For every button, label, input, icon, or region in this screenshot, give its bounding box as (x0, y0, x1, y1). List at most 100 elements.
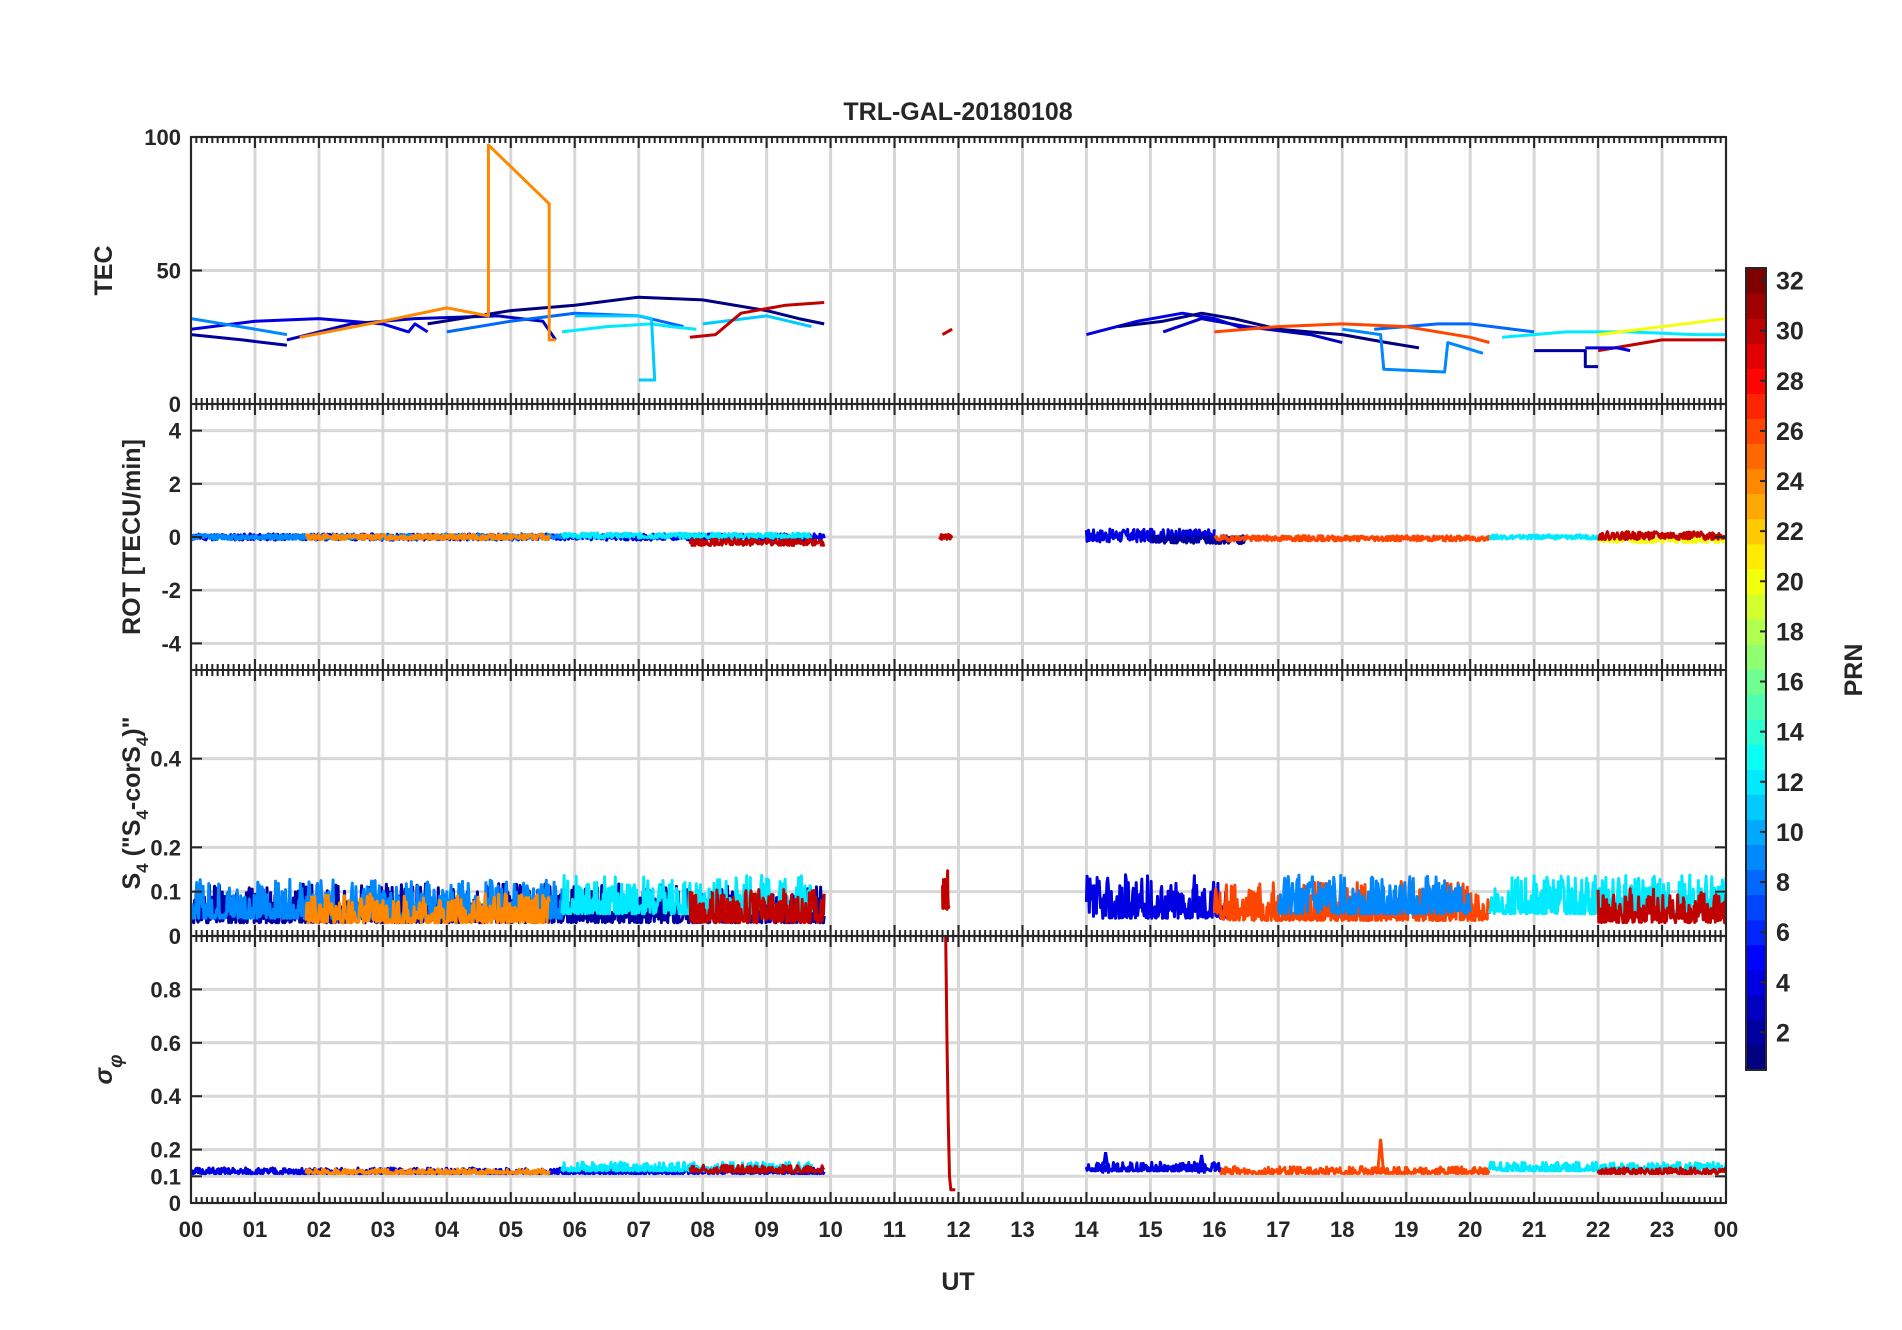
y-axis-label: S4 ("S4-corS4)" (118, 717, 152, 890)
ticks-sigma (190, 936, 1727, 1204)
series-line-prn-9 (1276, 873, 1472, 916)
y-tick-label: 0.2 (150, 1138, 181, 1163)
series-line-prn-9 (1342, 327, 1484, 374)
series-line-prn-24 (304, 892, 551, 925)
y-tick-label: 0.6 (150, 1031, 181, 1056)
colorbar-tick-label: 18 (1776, 618, 1804, 646)
ticks-tec (190, 136, 1727, 405)
y-tick-label: 100 (144, 125, 181, 150)
colorbar-segment (1746, 368, 1766, 394)
x-tick-label: 21 (1522, 1217, 1546, 1242)
colorbar-box (1745, 267, 1767, 1071)
colorbar-segment (1746, 919, 1766, 946)
y-tick-label: 0 (169, 924, 181, 949)
panel-rot: -4 -2 0 2 4 ROT [TECU/min] (118, 403, 1728, 671)
colorbar-segment (1746, 268, 1766, 294)
colorbar-segment (1746, 443, 1766, 470)
y-tick-label: 2 (169, 472, 181, 497)
x-tick-label: 12 (946, 1217, 970, 1242)
series-line-prn-24 (304, 1167, 551, 1176)
x-tick-label: 06 (563, 1217, 587, 1242)
series-line-prn-30 (944, 936, 956, 1192)
series-line-prn-4 (1084, 873, 1229, 920)
colorbar-segment (1746, 1019, 1766, 1046)
colorbar-segment (1746, 568, 1766, 595)
series-line-prn-30 (688, 1163, 826, 1174)
colorbar-tick-label: 14 (1776, 719, 1804, 747)
y-tick-label: -4 (161, 631, 181, 656)
series-line-prn-2 (1534, 349, 1599, 369)
series-line-prn-2 (191, 333, 288, 347)
x-tick-label: 08 (690, 1217, 714, 1242)
series-line-prn-30 (688, 888, 826, 925)
series-line-prn-26 (1214, 322, 1490, 345)
colorbar-segment (1746, 393, 1766, 419)
colorbar-segment (1746, 418, 1766, 445)
y-tick-label: 0.2 (150, 835, 181, 860)
colorbar-tick-label: 2 (1776, 1019, 1790, 1047)
series-line-prn-1 (1118, 311, 1420, 350)
y-label-part: S (118, 873, 146, 890)
series-line-prn-30 (688, 537, 826, 547)
colorbar-segment (1746, 468, 1766, 495)
x-tick-label: 14 (1074, 1217, 1099, 1242)
colorbar-segment (1746, 293, 1766, 319)
series-line-prn-26 (1213, 534, 1491, 543)
x-tick-label: 03 (371, 1217, 395, 1242)
x-tick-label: 18 (1330, 1217, 1354, 1242)
series-line-prn-3 (1162, 317, 1343, 345)
colorbar-segment (1746, 593, 1766, 620)
colorbar-segment (1746, 944, 1766, 971)
colorbar-segment (1746, 769, 1766, 795)
series-line-prn-30 (1596, 1166, 1726, 1176)
series-line-prn-30 (941, 327, 953, 336)
series-line-prn-4 (191, 317, 429, 334)
colorbar-tick-label: 10 (1776, 819, 1804, 847)
x-tick-label: 10 (818, 1217, 842, 1242)
colorbar-segment (1746, 343, 1766, 369)
series-line-prn-24 (299, 143, 556, 342)
series-line-prn-30 (938, 533, 954, 541)
y-label-part: σ (90, 1066, 118, 1084)
y-label-part: 4 (133, 863, 152, 873)
panel-tec: 0 50 100 TEC (90, 125, 1728, 417)
y-axis-label: TEC (90, 246, 118, 296)
x-tick-label: 05 (499, 1217, 523, 1242)
series-line-prn-24 (304, 532, 551, 542)
colorbar-tick-label: 16 (1776, 669, 1804, 697)
y-tick-label: 0 (169, 392, 181, 417)
colorbar-tick-label: 26 (1776, 418, 1804, 446)
series-line-prn-30 (1596, 887, 1726, 925)
colorbar-tick-label: 32 (1776, 268, 1804, 296)
y-tick-label: 0.4 (150, 1084, 181, 1109)
colorbar-tick-label: 20 (1776, 568, 1804, 596)
series-line-prn-20 (1597, 317, 1726, 337)
chart-title: TRL-GAL-20180108 (843, 98, 1072, 126)
x-tick-label: 02 (307, 1217, 331, 1242)
x-axis-label: UT (941, 1268, 974, 1296)
x-tick-label: 11 (883, 1217, 906, 1242)
x-tick-label: 15 (1138, 1217, 1162, 1242)
x-tick-label: 00 (179, 1217, 203, 1242)
y-label-part: -corS (118, 746, 146, 810)
x-tick-label: 13 (1010, 1217, 1034, 1242)
panel-sigma: 00.10.2 0.4 0.6 0.8 σφ 00 01 02 03 04 05 06 07 08 09 10… (90, 935, 1738, 1242)
x-tick-label: 22 (1586, 1217, 1610, 1242)
colorbar-segment (1746, 1044, 1766, 1071)
x-tick-label: 20 (1458, 1217, 1482, 1242)
colorbar-segment (1746, 969, 1766, 996)
colorbar-segment (1746, 794, 1766, 820)
y-label-part: 4 (133, 736, 152, 746)
series-line-prn-8 (446, 311, 684, 334)
colorbar-segment (1746, 744, 1766, 770)
x-tick-label: 17 (1266, 1217, 1290, 1242)
colorbar-segment (1746, 618, 1766, 645)
colorbar-segment (1746, 819, 1766, 846)
y-tick-label: 50 (157, 259, 181, 284)
y-label-part: )" (118, 717, 146, 737)
y-axis-label: ROT [TECU/min] (118, 439, 146, 635)
series-line-prn-12 (560, 531, 813, 540)
colorbar-segment (1746, 994, 1766, 1021)
